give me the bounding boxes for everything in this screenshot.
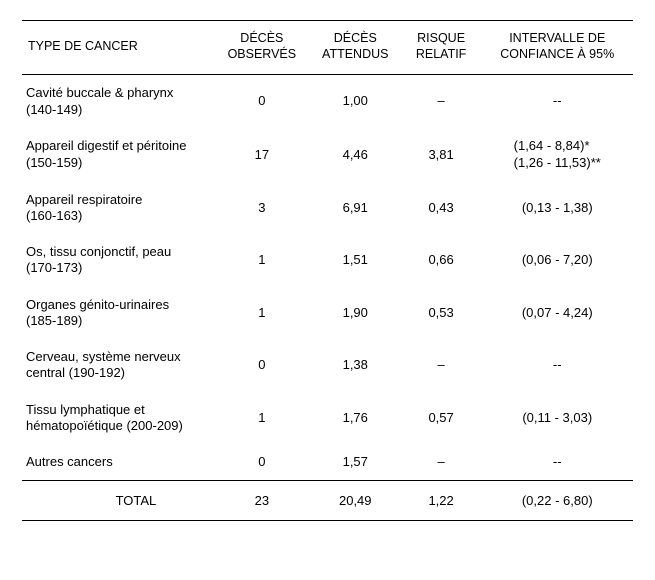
cancer-mortality-table: TYPE DE CANCER DÉCÈS OBSERVÉS DÉCÈS ATTE… bbox=[22, 20, 633, 521]
cell-obs: 1 bbox=[214, 392, 310, 445]
cell-exp: 1,90 bbox=[310, 287, 401, 340]
cell-confidence-interval: (0,07 - 4,24) bbox=[481, 287, 633, 340]
col-header-expected: DÉCÈS ATTENDUS bbox=[310, 21, 401, 75]
cell-exp: 1,51 bbox=[310, 234, 401, 287]
cell-rr: – bbox=[401, 339, 482, 392]
table-row: Tissu lymphatique ethématopoïétique (200… bbox=[22, 392, 633, 445]
cell-rr: 0,66 bbox=[401, 234, 482, 287]
cell-cancer-type: Appareil respiratoire(160-163) bbox=[22, 182, 214, 235]
cell-obs: 0 bbox=[214, 444, 310, 481]
cell-exp: 1,00 bbox=[310, 75, 401, 128]
table-row: Cerveau, système nerveuxcentral (190-192… bbox=[22, 339, 633, 392]
cell-obs: 17 bbox=[214, 128, 310, 182]
cell-rr: – bbox=[401, 75, 482, 128]
cell-confidence-interval: -- bbox=[481, 75, 633, 128]
table-row: Autres cancers01,57–-- bbox=[22, 444, 633, 481]
total-label: TOTAL bbox=[22, 481, 214, 521]
total-observed: 23 bbox=[214, 481, 310, 521]
cell-cancer-type: Appareil digestif et péritoine(150-159) bbox=[22, 128, 214, 182]
table-row: Appareil respiratoire(160-163)36,910,43(… bbox=[22, 182, 633, 235]
cell-exp: 1,76 bbox=[310, 392, 401, 445]
cell-rr: – bbox=[401, 444, 482, 481]
cell-confidence-interval: (0,11 - 3,03) bbox=[481, 392, 633, 445]
table-row: Appareil digestif et péritoine(150-159)1… bbox=[22, 128, 633, 182]
cell-exp: 1,38 bbox=[310, 339, 401, 392]
cell-rr: 0,53 bbox=[401, 287, 482, 340]
cell-cancer-type: Os, tissu conjonctif, peau(170-173) bbox=[22, 234, 214, 287]
col-header-relative-risk: RISQUE RELATIF bbox=[401, 21, 482, 75]
cell-obs: 3 bbox=[214, 182, 310, 235]
cell-cancer-type: Tissu lymphatique ethématopoïétique (200… bbox=[22, 392, 214, 445]
cell-obs: 1 bbox=[214, 234, 310, 287]
col-header-observed: DÉCÈS OBSERVÉS bbox=[214, 21, 310, 75]
cell-rr: 0,43 bbox=[401, 182, 482, 235]
cell-cancer-type: Cavité buccale & pharynx(140-149) bbox=[22, 75, 214, 128]
cell-confidence-interval: -- bbox=[481, 444, 633, 481]
cell-confidence-interval: (0,13 - 1,38) bbox=[481, 182, 633, 235]
cell-rr: 0,57 bbox=[401, 392, 482, 445]
col-header-type: TYPE DE CANCER bbox=[22, 21, 214, 75]
cell-confidence-interval: (0,06 - 7,20) bbox=[481, 234, 633, 287]
cell-obs: 0 bbox=[214, 339, 310, 392]
cell-cancer-type: Cerveau, système nerveuxcentral (190-192… bbox=[22, 339, 214, 392]
table-row: Organes génito-urinaires(185-189)11,900,… bbox=[22, 287, 633, 340]
cell-confidence-interval: (1,64 - 8,84)*(1,26 - 11,53)** bbox=[481, 128, 633, 182]
col-header-confidence-interval: INTERVALLE DE CONFIANCE À 95% bbox=[481, 21, 633, 75]
cell-rr: 3,81 bbox=[401, 128, 482, 182]
table-row: Cavité buccale & pharynx(140-149)01,00–-… bbox=[22, 75, 633, 128]
table-row: Os, tissu conjonctif, peau(170-173)11,51… bbox=[22, 234, 633, 287]
total-expected: 20,49 bbox=[310, 481, 401, 521]
cell-obs: 0 bbox=[214, 75, 310, 128]
cell-cancer-type: Autres cancers bbox=[22, 444, 214, 481]
cell-exp: 4,46 bbox=[310, 128, 401, 182]
cell-exp: 1,57 bbox=[310, 444, 401, 481]
cell-cancer-type: Organes génito-urinaires(185-189) bbox=[22, 287, 214, 340]
cell-obs: 1 bbox=[214, 287, 310, 340]
cell-exp: 6,91 bbox=[310, 182, 401, 235]
total-relative-risk: 1,22 bbox=[401, 481, 482, 521]
total-confidence-interval: (0,22 - 6,80) bbox=[481, 481, 633, 521]
cell-confidence-interval: -- bbox=[481, 339, 633, 392]
table-total-row: TOTAL 23 20,49 1,22 (0,22 - 6,80) bbox=[22, 481, 633, 521]
table-header-row: TYPE DE CANCER DÉCÈS OBSERVÉS DÉCÈS ATTE… bbox=[22, 21, 633, 75]
